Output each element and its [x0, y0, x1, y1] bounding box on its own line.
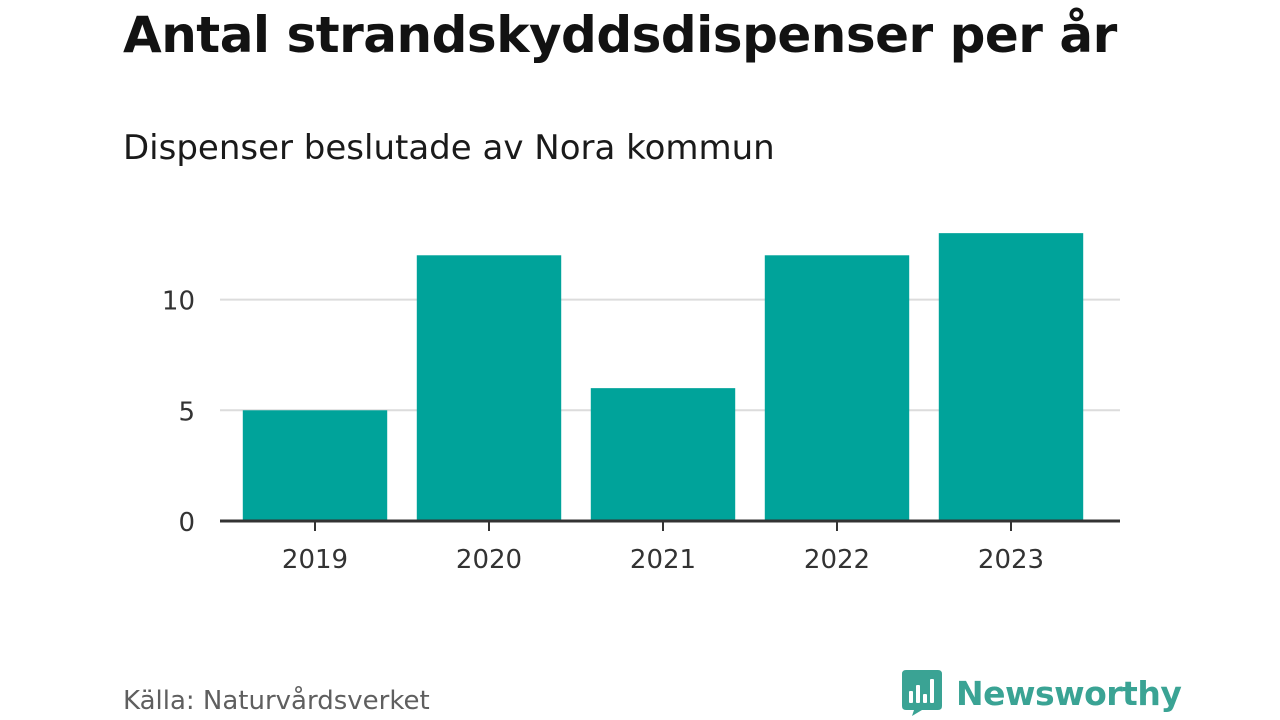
x-tick-label: 2023 — [978, 545, 1044, 575]
bar-2020 — [416, 255, 562, 522]
bars — [242, 233, 1084, 522]
chart-title: Antal strandskyddsdispenser per år — [123, 6, 1117, 64]
newsworthy-logo-icon — [902, 670, 942, 716]
x-tick-label: 2019 — [282, 545, 348, 575]
x-tick-label: 2021 — [630, 545, 696, 575]
source-note: Källa: Naturvårdsverket — [123, 686, 430, 716]
axes: 0 5 10 2019 2020 2021 2022 2023 — [162, 287, 1120, 575]
chart-subtitle: Dispenser beslutade av Nora kommun — [123, 128, 775, 168]
y-tick-label: 5 — [178, 397, 195, 427]
brand-name: Newsworthy — [956, 673, 1182, 713]
x-tick-label: 2020 — [456, 545, 522, 575]
bar-2023 — [938, 233, 1084, 521]
bar-2019 — [242, 410, 388, 521]
brand-logo: Newsworthy — [902, 670, 1182, 716]
bar-2022 — [764, 255, 910, 522]
bar-2021 — [590, 388, 736, 521]
y-tick-label: 10 — [162, 287, 195, 317]
y-tick-label: 0 — [178, 508, 195, 538]
x-tick-label: 2022 — [804, 545, 870, 575]
